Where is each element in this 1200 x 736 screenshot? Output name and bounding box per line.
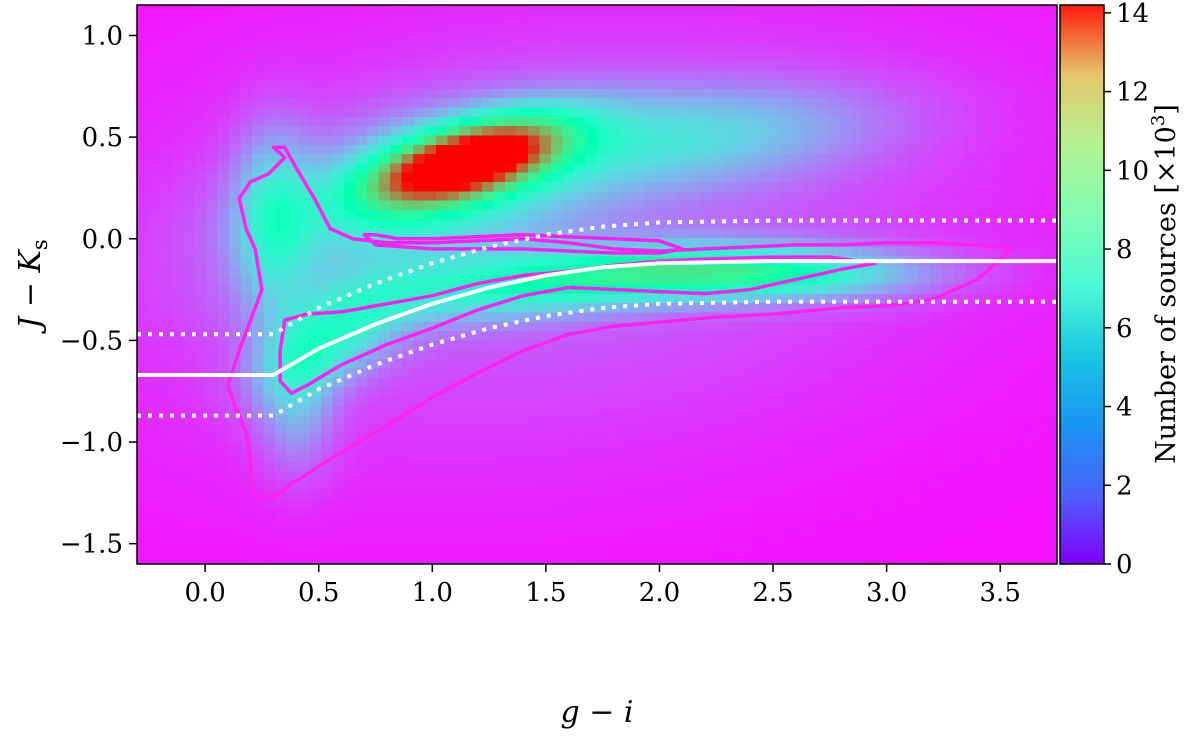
- x-tick-label: 1.0: [412, 578, 453, 608]
- colorbar-label: Number of sources [×103]: [1148, 104, 1182, 464]
- density-heatmap: [137, 5, 1057, 564]
- colorbar-tick-label: 12: [1116, 78, 1149, 108]
- x-axis-label: g − i: [560, 695, 633, 730]
- y-tick-label: −0.5: [60, 326, 123, 356]
- lower-dotted-line: [137, 299, 1057, 418]
- plot-area: [136, 4, 1058, 565]
- density-contour-2: [226, 145, 1014, 501]
- x-tick-label: 1.5: [525, 578, 566, 608]
- y-tick-label: −1.0: [60, 428, 123, 458]
- colorbar-tick-label: 6: [1116, 314, 1133, 344]
- y-axis-label: J − Ks: [13, 239, 52, 334]
- upper-dotted-line: [137, 218, 1057, 337]
- colorbar-tick-label: 0: [1116, 550, 1133, 580]
- colorbar-label-text: Number of sources [×10: [1151, 126, 1182, 464]
- colorbar-ticks: 0 2 4 6 8 10 12 14: [1104, 0, 1149, 580]
- y-axis-label-main: J − K: [13, 248, 48, 334]
- x-axis: 0.0 0.5 1.0 1.5 2.0 2.5 3.0 3.5: [184, 564, 1021, 608]
- y-tick-label: 1.0: [82, 21, 123, 51]
- y-tick-label: 0.5: [82, 123, 123, 153]
- colorbar-tick-label: 4: [1116, 393, 1133, 423]
- x-tick-label: 3.0: [866, 578, 907, 608]
- y-tick-label: 0.0: [82, 225, 123, 255]
- y-axis-label-subscript: s: [28, 239, 52, 250]
- lines-layer: [137, 145, 1057, 501]
- colorbar-tick-label: 10: [1116, 156, 1149, 186]
- x-tick-label: 0.5: [298, 578, 339, 608]
- colorbar: 0 2 4 6 8 10 12 14 Number of sources [×103]: [1059, 0, 1182, 580]
- x-tick-label: 2.0: [639, 578, 680, 608]
- colorbar-label-exponent: 3: [1148, 115, 1169, 126]
- y-axis: 1.0 0.5 0.0 −0.5 −1.0 −1.5: [60, 21, 137, 560]
- x-tick-label: 2.5: [752, 578, 793, 608]
- colorbar-gradient: [1059, 4, 1105, 565]
- x-tick-label: 3.5: [980, 578, 1021, 608]
- colorbar-label-close: ]: [1151, 104, 1182, 115]
- colorbar-tick-label: 14: [1116, 0, 1149, 29]
- colorbar-tick-label: 8: [1116, 235, 1133, 265]
- colorbar-tick-label: 2: [1116, 471, 1133, 501]
- reference-line: [137, 259, 1057, 377]
- density-contour-3: [362, 232, 684, 255]
- plot-frame: [136, 4, 1058, 565]
- density-contour-1: [278, 255, 878, 396]
- x-tick-label: 0.0: [184, 578, 225, 608]
- y-tick-label: −1.5: [60, 530, 123, 560]
